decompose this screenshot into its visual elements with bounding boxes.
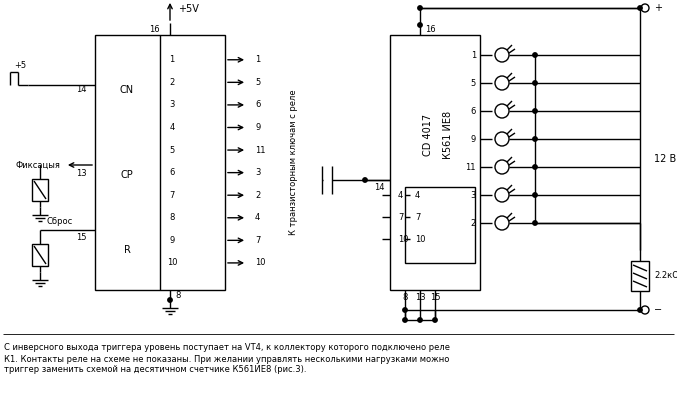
- Circle shape: [495, 216, 509, 230]
- Text: 11: 11: [466, 162, 476, 172]
- Text: К561 ИЕ8: К561 ИЕ8: [443, 111, 453, 159]
- Bar: [405, 187, 475, 263]
- Text: 11: 11: [255, 146, 265, 154]
- Text: 3: 3: [169, 100, 175, 110]
- Text: 9: 9: [255, 123, 260, 132]
- Text: R: R: [124, 245, 131, 255]
- Text: 1: 1: [471, 50, 476, 60]
- Circle shape: [495, 48, 509, 62]
- Circle shape: [403, 318, 407, 322]
- Text: 16: 16: [425, 25, 435, 35]
- Text: +5: +5: [14, 62, 26, 71]
- Circle shape: [533, 137, 538, 141]
- Text: 5: 5: [255, 78, 260, 87]
- Text: 3: 3: [471, 191, 476, 200]
- Text: 4: 4: [415, 191, 420, 200]
- Circle shape: [495, 160, 509, 174]
- Circle shape: [168, 298, 172, 302]
- Text: 2: 2: [169, 78, 175, 87]
- Bar: [95, 35, 225, 290]
- Text: 9: 9: [169, 236, 175, 245]
- Text: 7: 7: [255, 236, 261, 245]
- Bar: [390, 35, 480, 290]
- Text: 8: 8: [402, 293, 408, 303]
- Text: 7: 7: [169, 191, 175, 200]
- Circle shape: [433, 318, 437, 322]
- Circle shape: [638, 6, 642, 10]
- Text: 13: 13: [415, 293, 425, 303]
- Text: 2: 2: [255, 191, 260, 200]
- Text: 4: 4: [398, 191, 403, 200]
- Text: 8: 8: [175, 291, 180, 299]
- Text: К1. Контакты реле на схеме не показаны. При желании управлять несколькими нагруз: К1. Контакты реле на схеме не показаны. …: [4, 355, 450, 364]
- Text: 5: 5: [471, 79, 476, 87]
- Text: CD 4017: CD 4017: [423, 114, 433, 156]
- Text: 10: 10: [398, 235, 408, 243]
- Circle shape: [533, 165, 538, 169]
- Circle shape: [533, 53, 538, 57]
- Text: 2: 2: [471, 218, 476, 227]
- Circle shape: [533, 109, 538, 113]
- Circle shape: [533, 221, 538, 225]
- Text: 10: 10: [167, 258, 177, 268]
- Circle shape: [638, 308, 642, 312]
- Text: CN: CN: [120, 85, 134, 95]
- Text: триггер заменить схемой на десятичном счетчике К561ИЕ8 (рис.3).: триггер заменить схемой на десятичном сч…: [4, 366, 307, 374]
- Text: 10: 10: [255, 258, 265, 268]
- Text: К транзисторным ключам с реле: К транзисторным ключам с реле: [288, 89, 297, 235]
- Circle shape: [533, 81, 538, 85]
- Text: С инверсного выхода триггера уровень поступает на VT4, к коллектору которого под: С инверсного выхода триггера уровень пос…: [4, 343, 450, 353]
- Bar: [32, 244, 48, 266]
- Text: 4: 4: [169, 123, 175, 132]
- Text: 15: 15: [77, 233, 87, 241]
- Text: 15: 15: [430, 293, 440, 303]
- Text: 6: 6: [255, 100, 261, 110]
- Text: 14: 14: [374, 183, 385, 193]
- Bar: [32, 179, 48, 201]
- Circle shape: [418, 23, 422, 27]
- Circle shape: [533, 193, 538, 197]
- Text: −: −: [654, 305, 662, 315]
- Text: 10: 10: [415, 235, 426, 243]
- Circle shape: [495, 132, 509, 146]
- Text: 2.2кОм: 2.2кОм: [654, 272, 677, 281]
- Text: 7: 7: [398, 212, 403, 222]
- Text: 13: 13: [77, 168, 87, 177]
- Text: 16: 16: [150, 25, 160, 35]
- Text: 6: 6: [471, 106, 476, 116]
- Text: 1: 1: [255, 55, 260, 64]
- Circle shape: [363, 178, 367, 182]
- Circle shape: [495, 104, 509, 118]
- Text: 12 В: 12 В: [654, 154, 676, 164]
- Circle shape: [495, 76, 509, 90]
- Bar: [631, 261, 649, 291]
- Text: 8: 8: [169, 213, 175, 222]
- Text: 5: 5: [169, 146, 175, 154]
- Text: 1: 1: [169, 55, 175, 64]
- Text: 7: 7: [415, 212, 420, 222]
- Text: +: +: [654, 3, 662, 13]
- Circle shape: [418, 318, 422, 322]
- Text: 9: 9: [471, 135, 476, 143]
- Circle shape: [495, 188, 509, 202]
- Text: +5V: +5V: [178, 4, 199, 14]
- Circle shape: [403, 308, 407, 312]
- Text: Фиксацыя: Фиксацыя: [15, 160, 60, 170]
- Circle shape: [641, 4, 649, 12]
- Circle shape: [418, 6, 422, 10]
- Circle shape: [641, 306, 649, 314]
- Text: 3: 3: [255, 168, 261, 177]
- Text: 4: 4: [255, 213, 260, 222]
- Text: Сброс: Сброс: [47, 218, 73, 227]
- Text: 14: 14: [77, 85, 87, 94]
- Text: CP: CP: [121, 170, 133, 180]
- Text: 6: 6: [169, 168, 175, 177]
